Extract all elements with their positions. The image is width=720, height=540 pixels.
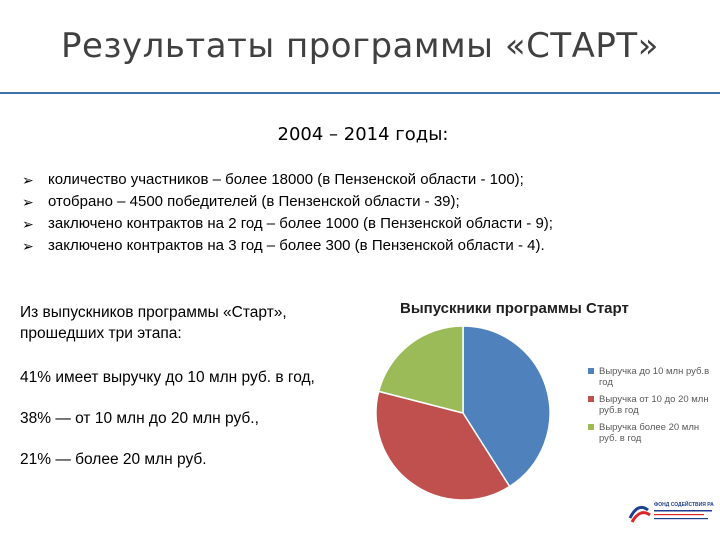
legend-item: Выручка от 10 до 20 млн руб.в год (588, 394, 713, 416)
legend-swatch (588, 424, 594, 430)
slide-title: Результаты программы «СТАРТ» (61, 26, 659, 66)
legend-item: Выручка до 10 млн руб.в год (588, 366, 713, 388)
pie-slice (377, 325, 464, 414)
legend-swatch (588, 396, 594, 402)
arrow-bullet-icon: ➢ (22, 194, 34, 210)
title-divider (0, 92, 720, 94)
list-item: ➢ заключено контрактов на 2 год – более 1… (22, 213, 712, 235)
stat-line-2: 21% — более 20 млн руб. (20, 451, 207, 468)
list-item: ➢ количество участников – более 18000 (в … (22, 169, 712, 191)
period-subtitle: 2004 – 2014 годы: (277, 124, 449, 145)
arrow-bullet-icon: ➢ (22, 216, 34, 232)
chart-legend: Выручка до 10 млн руб.в год Выручка от 1… (588, 366, 713, 450)
legend-item: Выручка более 20 млн руб. в год (588, 422, 713, 444)
arrow-bullet-icon: ➢ (22, 238, 34, 254)
legend-swatch (588, 368, 594, 374)
results-list: ➢ количество участников – более 18000 (в … (22, 169, 712, 257)
pie-slice (375, 390, 511, 501)
logo-text: ФОНД СОДЕЙСТВИЯ РАЗВИТИЮ (654, 500, 714, 508)
stat-line-1: 38% — от 10 млн до 20 млн руб., (20, 410, 259, 427)
list-item: ➢ заключено контрактов на 3 год – более 3… (22, 235, 712, 257)
graduates-intro: Из выпускников программы «Старт», прошед… (20, 304, 287, 342)
arrow-bullet-icon: ➢ (22, 172, 34, 188)
pie-chart (375, 325, 551, 501)
chart-title: Выпускники программы Старт (400, 300, 629, 317)
list-item: ➢ отобрано – 4500 победителей (в Пензенск… (22, 191, 712, 213)
fund-logo: ФОНД СОДЕЙСТВИЯ РАЗВИТИЮ (628, 500, 714, 523)
stat-line-0: 41% имеет выручку до 10 млн руб. в год, (20, 369, 315, 386)
